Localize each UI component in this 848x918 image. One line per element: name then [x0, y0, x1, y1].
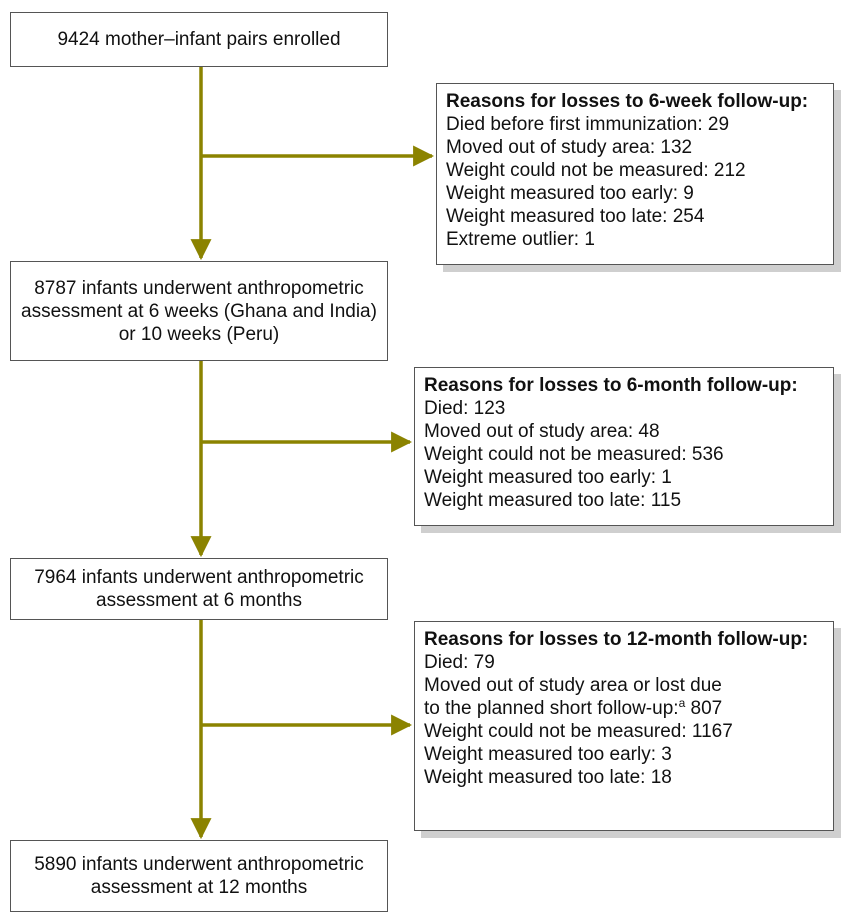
- loss-reason: Weight could not be measured: 536: [424, 444, 724, 465]
- step-line: assessment at 12 months: [90, 877, 308, 898]
- step-line: 5890 infants underwent anthropometric: [34, 854, 364, 875]
- losses-6-month-box: Reasons for losses to 6-month follow-up:…: [414, 367, 834, 526]
- loss-reason: Weight measured too late: 254: [446, 206, 705, 227]
- losses-12-month-box: Reasons for losses to 12-month follow-up…: [414, 621, 834, 831]
- loss-reason: Weight measured too late: 18: [424, 767, 672, 788]
- loss-reason: Moved out of study area or lost due: [424, 675, 722, 696]
- loss-reason: Weight could not be measured: 212: [446, 160, 746, 181]
- step-12-month-assessment: 5890 infants underwent anthropometric as…: [10, 840, 388, 912]
- loss-reason: Extreme outlier: 1: [446, 229, 595, 250]
- loss-reason: Died before first immunization: 29: [446, 114, 730, 135]
- step-enrolled: 9424 mother–infant pairs enrolled: [10, 12, 388, 67]
- step-6-week-assessment: 8787 infants underwent anthropometric as…: [10, 261, 388, 361]
- loss-reason: Died: 123: [424, 398, 506, 419]
- loss-reason-with-footnote: to the planned short follow-up:a 807: [424, 697, 825, 720]
- step-line: 7964 infants underwent anthropometric: [34, 567, 364, 588]
- losses-title: Reasons for losses to 12-month follow-up…: [424, 629, 809, 650]
- step-line: assessment at 6 months: [96, 590, 302, 611]
- losses-title: Reasons for losses to 6-week follow-up:: [446, 91, 809, 112]
- step-line: assessment at 6 weeks (Ghana and India): [21, 300, 377, 322]
- loss-reason: Weight measured too late: 115: [424, 490, 682, 511]
- step-line: 8787 infants underwent anthropometric: [34, 277, 364, 299]
- step-line: 9424 mother–infant pairs enrolled: [57, 29, 341, 50]
- step-line: or 10 weeks (Peru): [118, 323, 280, 345]
- step-6-month-assessment: 7964 infants underwent anthropometric as…: [10, 558, 388, 620]
- losses-title: Reasons for losses to 6-month follow-up:: [424, 375, 798, 396]
- loss-reason: Moved out of study area: 132: [446, 137, 693, 158]
- loss-reason: Weight measured too early: 9: [446, 183, 694, 204]
- note-text: to the planned short follow-up:: [424, 698, 679, 719]
- losses-6-week-box: Reasons for losses to 6-week follow-up: …: [436, 83, 834, 265]
- loss-reason: Weight could not be measured: 1167: [424, 721, 733, 742]
- loss-reason: Weight measured too early: 1: [424, 467, 672, 488]
- loss-reason: Moved out of study area: 48: [424, 421, 660, 442]
- loss-reason: Weight measured too early: 3: [424, 744, 672, 765]
- note-value: 807: [685, 698, 723, 719]
- loss-reason: Died: 79: [424, 652, 495, 673]
- footnote-marker: a: [678, 696, 686, 710]
